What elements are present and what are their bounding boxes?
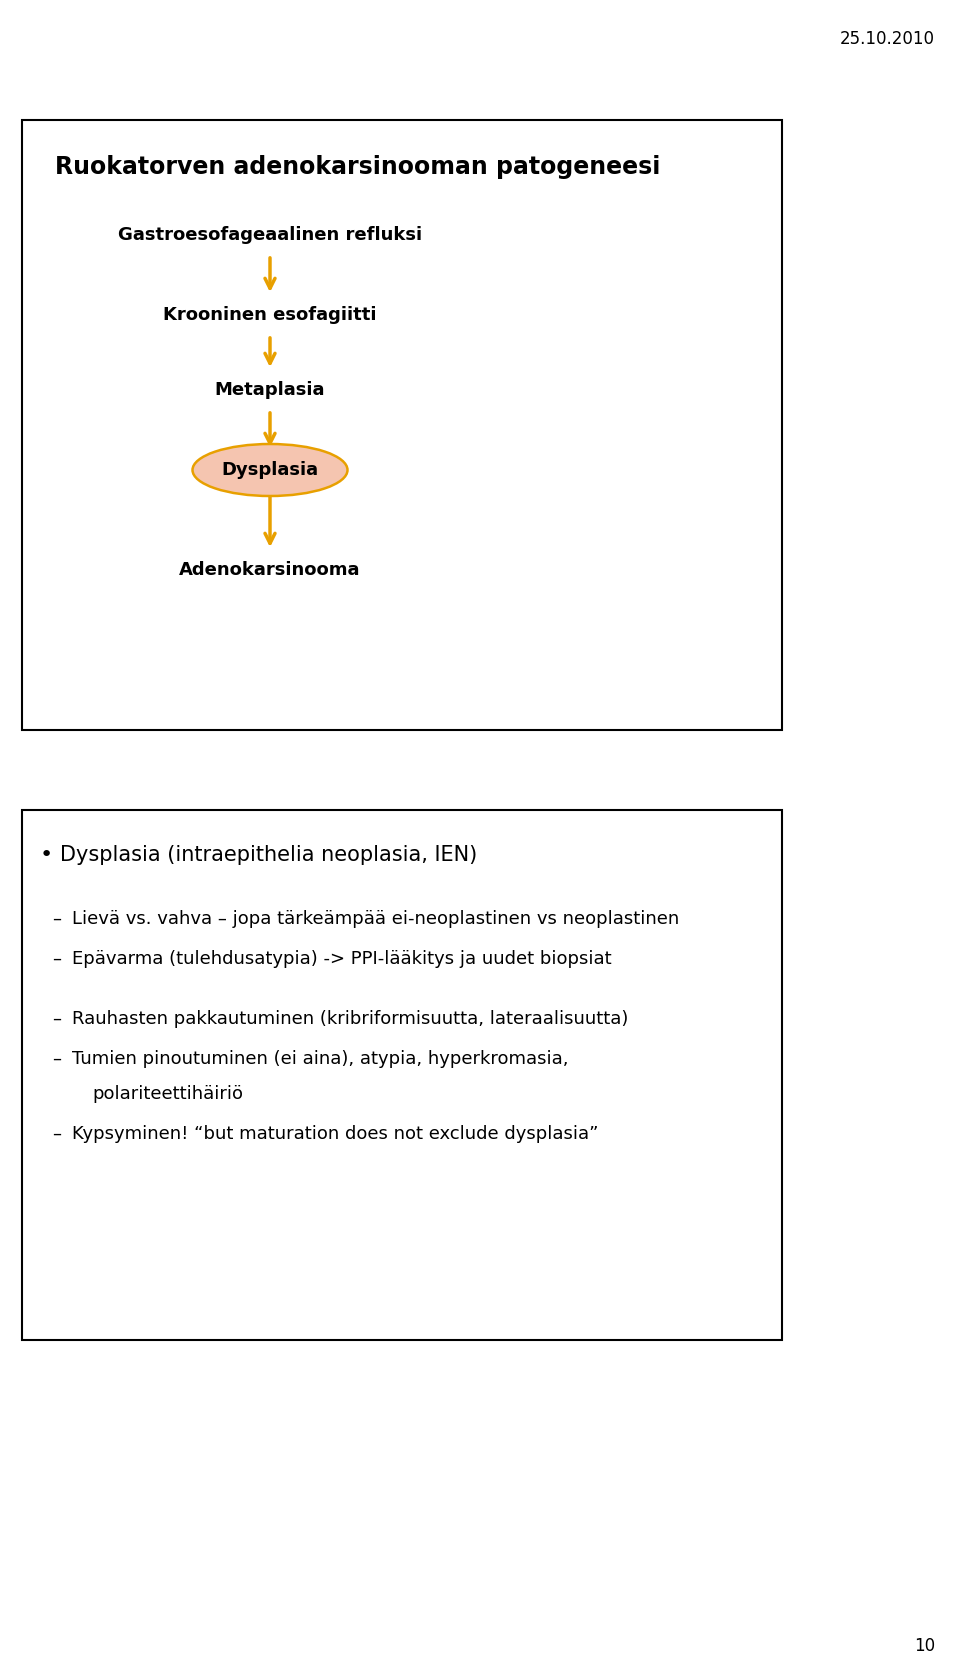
Text: Adenokarsinooma: Adenokarsinooma xyxy=(180,561,361,580)
Text: 25.10.2010: 25.10.2010 xyxy=(840,30,935,49)
Text: Gastroesofageaalinen refluksi: Gastroesofageaalinen refluksi xyxy=(118,227,422,244)
Ellipse shape xyxy=(193,444,348,496)
Text: Epävarma (tulehdusatypia) -> PPI-lääkitys ja uudet biopsiat: Epävarma (tulehdusatypia) -> PPI-lääkity… xyxy=(72,949,612,968)
FancyBboxPatch shape xyxy=(22,810,782,1341)
Text: –: – xyxy=(52,911,61,927)
Text: Dysplasia: Dysplasia xyxy=(222,460,319,479)
Text: 10: 10 xyxy=(914,1636,935,1655)
Text: –: – xyxy=(52,1126,61,1142)
Text: –: – xyxy=(52,1010,61,1028)
Text: Lievä vs. vahva – jopa tärkeämpää ei-neoplastinen vs neoplastinen: Lievä vs. vahva – jopa tärkeämpää ei-neo… xyxy=(72,911,680,927)
Text: Metaplasia: Metaplasia xyxy=(215,381,325,398)
Text: Rauhasten pakkautuminen (kribriformisuutta, lateraalisuutta): Rauhasten pakkautuminen (kribriformisuut… xyxy=(72,1010,629,1028)
Text: Ruokatorven adenokarsinooman patogeneesi: Ruokatorven adenokarsinooman patogeneesi xyxy=(55,155,660,180)
Text: Krooninen esofagiitti: Krooninen esofagiitti xyxy=(163,306,376,324)
Text: polariteettihäiriö: polariteettihäiriö xyxy=(92,1085,243,1104)
Text: Dysplasia (intraepithelia neoplasia, IEN): Dysplasia (intraepithelia neoplasia, IEN… xyxy=(60,845,477,865)
Text: –: – xyxy=(52,949,61,968)
Text: Kypsyminen! “but maturation does not exclude dysplasia”: Kypsyminen! “but maturation does not exc… xyxy=(72,1126,598,1142)
Text: –: – xyxy=(52,1050,61,1068)
FancyBboxPatch shape xyxy=(22,119,782,731)
Text: Tumien pinoutuminen (ei aina), atypia, hyperkromasia,: Tumien pinoutuminen (ei aina), atypia, h… xyxy=(72,1050,568,1068)
Text: •: • xyxy=(40,845,53,865)
